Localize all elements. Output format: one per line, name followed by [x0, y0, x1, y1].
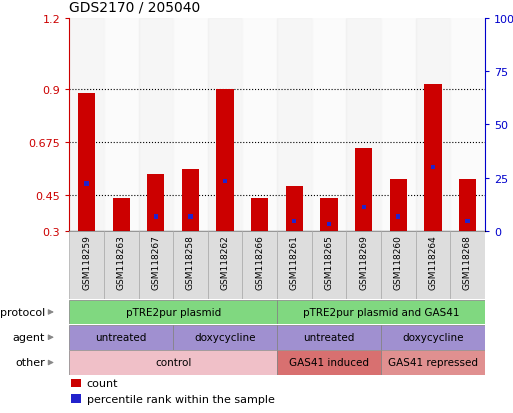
- Bar: [346, 19, 381, 231]
- Text: GDS2170 / 205040: GDS2170 / 205040: [69, 1, 201, 14]
- Bar: [147, 175, 165, 231]
- Bar: [311, 19, 346, 231]
- Bar: [424, 85, 442, 231]
- Text: agent: agent: [13, 332, 45, 342]
- Bar: [69, 231, 104, 299]
- Bar: [119, 241, 123, 245]
- Bar: [396, 215, 400, 219]
- Bar: [355, 149, 372, 231]
- Bar: [85, 182, 89, 186]
- Bar: [362, 206, 366, 210]
- Bar: [154, 215, 158, 219]
- Bar: [104, 19, 139, 231]
- Bar: [381, 325, 485, 350]
- Bar: [104, 231, 139, 299]
- Bar: [182, 170, 199, 231]
- Bar: [71, 379, 82, 387]
- Text: count: count: [87, 378, 118, 388]
- Text: GSM118259: GSM118259: [82, 235, 91, 290]
- Text: GSM118266: GSM118266: [255, 235, 264, 290]
- Bar: [327, 222, 331, 226]
- Bar: [292, 220, 297, 224]
- Bar: [173, 231, 208, 299]
- Text: GSM118269: GSM118269: [359, 235, 368, 290]
- Bar: [277, 350, 381, 375]
- Bar: [188, 215, 192, 219]
- Bar: [173, 19, 208, 231]
- Bar: [465, 220, 469, 224]
- Text: GSM118261: GSM118261: [290, 235, 299, 290]
- Bar: [346, 231, 381, 299]
- Bar: [71, 394, 82, 403]
- Bar: [223, 180, 227, 184]
- Text: GAS41 induced: GAS41 induced: [289, 358, 369, 368]
- Text: GSM118258: GSM118258: [186, 235, 195, 290]
- Bar: [450, 19, 485, 231]
- Text: GSM118265: GSM118265: [324, 235, 333, 290]
- Bar: [78, 94, 95, 231]
- Bar: [69, 19, 104, 231]
- Text: percentile rank within the sample: percentile rank within the sample: [87, 394, 274, 404]
- Text: doxycycline: doxycycline: [194, 332, 256, 342]
- Bar: [416, 19, 450, 231]
- Bar: [208, 231, 242, 299]
- Bar: [139, 19, 173, 231]
- Bar: [69, 350, 277, 375]
- Text: GSM118264: GSM118264: [428, 235, 438, 289]
- Text: GSM118260: GSM118260: [393, 235, 403, 290]
- Bar: [459, 179, 476, 231]
- Text: control: control: [155, 358, 191, 368]
- Text: pTRE2pur plasmid and GAS41: pTRE2pur plasmid and GAS41: [303, 307, 459, 317]
- Bar: [69, 300, 277, 325]
- Bar: [320, 198, 338, 231]
- Bar: [389, 179, 407, 231]
- Bar: [431, 165, 435, 170]
- Text: GAS41 repressed: GAS41 repressed: [388, 358, 478, 368]
- Bar: [173, 325, 277, 350]
- Bar: [277, 231, 311, 299]
- Text: doxycycline: doxycycline: [402, 332, 464, 342]
- Bar: [416, 231, 450, 299]
- Text: GSM118267: GSM118267: [151, 235, 161, 290]
- Text: other: other: [15, 358, 45, 368]
- Bar: [216, 90, 234, 231]
- Bar: [258, 241, 262, 245]
- Bar: [311, 231, 346, 299]
- Bar: [242, 231, 277, 299]
- Text: GSM118268: GSM118268: [463, 235, 472, 290]
- Bar: [251, 198, 268, 231]
- Bar: [450, 231, 485, 299]
- Text: protocol: protocol: [0, 307, 45, 317]
- Bar: [277, 325, 381, 350]
- Text: GSM118263: GSM118263: [116, 235, 126, 290]
- Bar: [381, 350, 485, 375]
- Bar: [277, 19, 311, 231]
- Bar: [277, 300, 485, 325]
- Bar: [381, 19, 416, 231]
- Bar: [242, 19, 277, 231]
- Bar: [69, 325, 173, 350]
- Text: untreated: untreated: [303, 332, 354, 342]
- Text: pTRE2pur plasmid: pTRE2pur plasmid: [126, 307, 221, 317]
- Bar: [381, 231, 416, 299]
- Text: GSM118262: GSM118262: [221, 235, 230, 289]
- Bar: [208, 19, 242, 231]
- Bar: [112, 198, 130, 231]
- Text: untreated: untreated: [95, 332, 147, 342]
- Bar: [139, 231, 173, 299]
- Bar: [286, 186, 303, 231]
